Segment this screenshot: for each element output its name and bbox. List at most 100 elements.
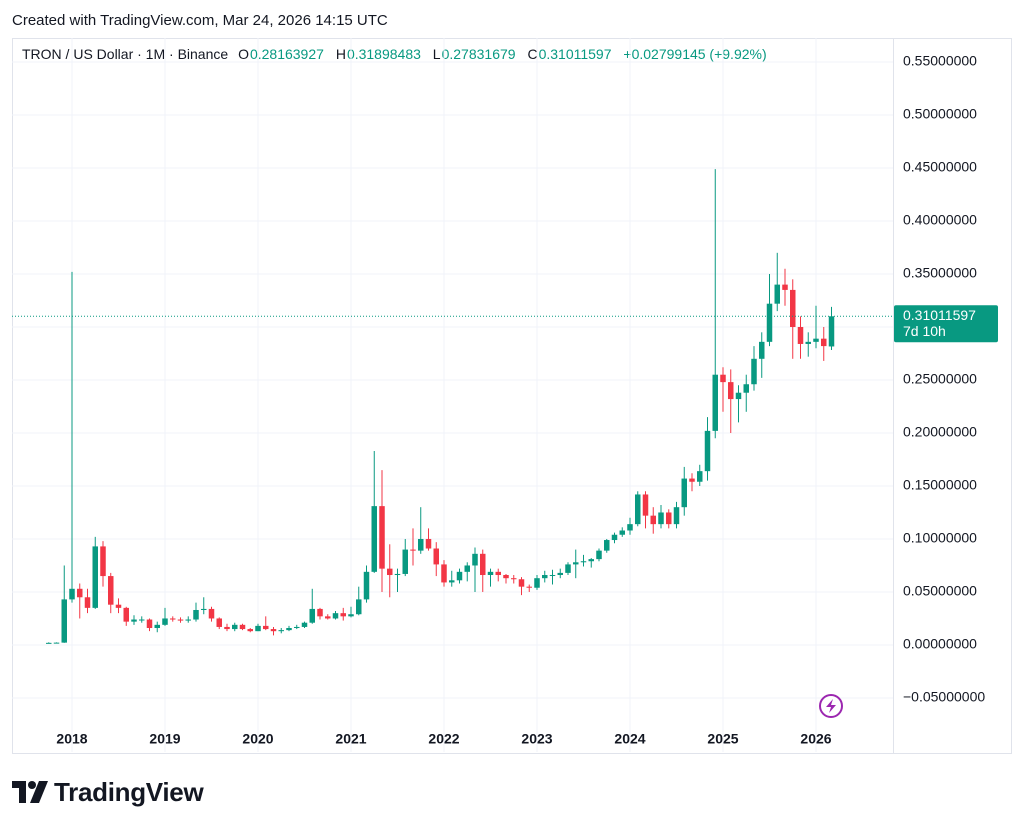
- ohlc-value: 0.27831679: [441, 46, 516, 62]
- symbol: TRON / US Dollar · 1M · Binance: [22, 46, 229, 62]
- candle-body: [247, 629, 253, 632]
- candle-body: [255, 625, 261, 632]
- candle-body: [402, 549, 408, 574]
- frame: [12, 38, 1012, 754]
- x-tick-label: 2018: [56, 731, 87, 747]
- candle-body: [115, 604, 122, 608]
- candle-body: [69, 588, 75, 600]
- last-price-label: 0.31011597: [903, 307, 976, 323]
- x-tick-label: 2022: [428, 731, 459, 747]
- candle-body: [697, 471, 703, 482]
- candle-body: [472, 553, 478, 566]
- candle-body: [689, 478, 695, 482]
- candle-body: [464, 565, 470, 572]
- candle-body: [542, 575, 548, 579]
- candle-body: [666, 512, 672, 525]
- candle-body: [139, 619, 145, 621]
- candle-body: [704, 430, 711, 472]
- y-tick-label: 0.55000000: [903, 53, 977, 69]
- change: +0.02799145 (+9.92%): [623, 46, 767, 62]
- y-tick-label: 0.10000000: [903, 530, 977, 546]
- candle-body: [270, 629, 277, 632]
- candle-body: [216, 618, 222, 627]
- candle-body: [301, 622, 308, 627]
- candle-body: [828, 316, 835, 347]
- candle-body: [518, 579, 525, 587]
- y-tick-label: −0.05000000: [903, 689, 985, 705]
- candle-body: [92, 546, 98, 608]
- candle-body: [108, 576, 114, 605]
- lightning-button[interactable]: [819, 694, 843, 718]
- candle-body: [170, 618, 176, 620]
- candle-body: [146, 619, 153, 629]
- y-tick-label: 0.50000000: [903, 106, 977, 122]
- candle-body: [294, 626, 300, 629]
- candle-body: [511, 578, 517, 580]
- x-tick-label: 2020: [242, 731, 273, 747]
- candle-body: [356, 599, 362, 615]
- candle-body: [53, 642, 60, 644]
- candle-body: [224, 626, 230, 630]
- candle-body: [278, 630, 284, 632]
- candle-body: [325, 616, 331, 619]
- candle-body: [441, 564, 447, 583]
- y-tick-label: 0.05000000: [903, 583, 977, 599]
- candle-body: [534, 578, 540, 588]
- candle-body: [480, 553, 486, 576]
- candle-body: [790, 289, 796, 328]
- candle-body: [456, 571, 463, 581]
- candle-body: [611, 534, 618, 541]
- candle-body: [720, 374, 726, 383]
- candle-body: [154, 624, 160, 629]
- countdown: 7d 10h: [903, 323, 946, 339]
- candle-body: [46, 642, 52, 644]
- created-note: Created with TradingView.com, Mar 24, 20…: [12, 12, 388, 29]
- candle-body: [759, 341, 765, 359]
- candle-body: [766, 303, 773, 342]
- y-tick-label: 0.20000000: [903, 424, 977, 440]
- ohlc-value: 0.28163927: [249, 46, 324, 62]
- candle-body: [317, 608, 323, 617]
- candle-body: [232, 624, 238, 630]
- candle-body: [565, 564, 571, 573]
- candle-body: [185, 619, 191, 621]
- candle-body: [658, 512, 664, 525]
- grid: [12, 38, 893, 752]
- candle-body: [557, 572, 563, 576]
- candle-body: [201, 608, 207, 610]
- logo-text: TradingView: [54, 776, 204, 807]
- candle-body: [619, 530, 625, 535]
- candle-body: [805, 341, 811, 344]
- candle-body: [425, 538, 432, 549]
- candle-body: [193, 609, 199, 620]
- ohlc-value: 0.31898483: [346, 46, 421, 62]
- candle-body: [642, 494, 649, 516]
- x-tick-label: 2021: [335, 731, 366, 747]
- candle-body: [503, 575, 509, 579]
- candle-body: [433, 548, 439, 565]
- candle-body: [77, 588, 83, 598]
- candle-body: [379, 506, 385, 569]
- ohlc-key: H: [335, 46, 346, 62]
- ohlc-value: 0.31011597: [538, 46, 612, 62]
- candle-body: [418, 538, 424, 551]
- candle-body: [735, 392, 742, 400]
- ohlc-key: L: [432, 46, 441, 62]
- ohlc-key: C: [527, 46, 538, 62]
- y-tick-label: 0.25000000: [903, 371, 977, 387]
- candle-body: [526, 586, 532, 588]
- candle-body: [580, 561, 587, 563]
- y-tick-label: 0.35000000: [903, 265, 977, 281]
- candle-body: [712, 374, 718, 431]
- candle-body: [177, 619, 184, 621]
- candle-body: [340, 613, 346, 617]
- y-tick-label: 0.00000000: [903, 636, 977, 652]
- candle-body: [208, 608, 215, 619]
- y-tick-label: 0.45000000: [903, 159, 977, 175]
- candle-body: [743, 384, 749, 393]
- x-tick-label: 2024: [614, 731, 645, 747]
- candle-body: [387, 568, 393, 576]
- candle-body: [286, 628, 292, 631]
- candle-body: [782, 284, 788, 290]
- candles: [46, 169, 835, 644]
